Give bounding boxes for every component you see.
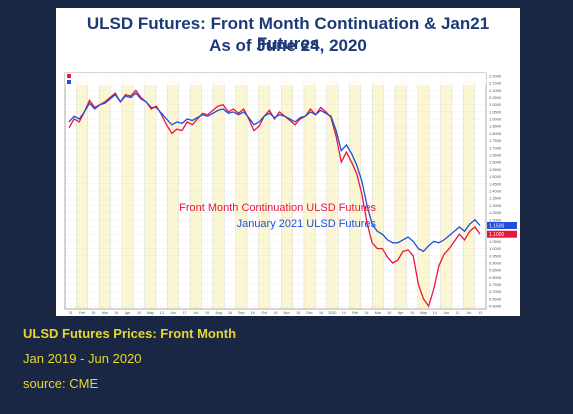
line-chart: 2.2000 2.1500 2.1000 2.0500 2.0000 1.9500 1.90… — [64, 72, 517, 315]
y-tick-label: 1.3000 — [489, 203, 502, 208]
front-month-last-value-tag: 1.1000 — [487, 230, 517, 238]
x-tick-label: Sep — [238, 311, 244, 315]
x-tick-label: Feb — [352, 311, 358, 315]
y-tick-label: 1.3500 — [489, 196, 502, 201]
x-tick-label: 11 — [456, 311, 460, 315]
y-tick-label: 1.8500 — [489, 124, 502, 129]
jan21-last-value-tag: 1.1500 — [487, 222, 517, 229]
stripe-band — [258, 73, 270, 309]
y-tick-label: 0.9500 — [489, 253, 502, 258]
x-tick-label: 16 — [387, 311, 391, 315]
caption-source: source: CME — [23, 376, 99, 391]
x-tick-label: 16 — [319, 311, 323, 315]
y-tick-label: 0.8000 — [489, 275, 502, 280]
x-tick-label: 17 — [182, 311, 186, 315]
y-tick-label: 1.0500 — [489, 239, 502, 244]
y-tick-label: 1.8000 — [489, 131, 502, 136]
y-tick-label: 1.5000 — [489, 174, 502, 179]
jan21-series-line — [68, 92, 481, 253]
x-tick-label: 14 — [342, 311, 346, 315]
stripe-band — [281, 73, 293, 309]
x-tick-label: 13 — [160, 311, 164, 315]
x-tick-label: 21 — [69, 311, 73, 315]
caption-date-range: Jan 2019 - Jun 2020 — [23, 351, 142, 366]
x-tick-label: 13 — [478, 311, 482, 315]
legend-label-front-month: Front Month Continuation ULSD Futures — [179, 202, 376, 214]
x-tick-label: 15 — [296, 311, 300, 315]
x-tick-label: Aug — [215, 311, 221, 315]
x-tick-label: 2020 — [328, 311, 336, 315]
y-tick-label: 1.9000 — [489, 117, 502, 122]
chart-subtitle: As of June 24, 2020 — [209, 36, 367, 55]
x-tick-label: 14 — [365, 311, 369, 315]
x-tick-label: May — [147, 311, 154, 315]
y-tick-label: 1.4000 — [489, 189, 502, 194]
x-tick-label: Jul — [467, 311, 472, 315]
chart-title: ULSD Futures: Front Month Continuation &… — [86, 14, 490, 53]
y-tick-label: 2.1500 — [489, 81, 502, 86]
x-tick-label: Jun — [443, 311, 449, 315]
y-tick-label: 1.6000 — [489, 160, 502, 165]
front-month-series-line — [68, 89, 481, 308]
x-tick-label: 15 — [274, 311, 278, 315]
x-tick-label: Apr — [398, 311, 404, 315]
y-tick-label: 0.6000 — [489, 304, 502, 309]
y-tick-label: 1.7500 — [489, 138, 502, 143]
x-tick-label: 14 — [433, 311, 437, 315]
x-axis-ticks: 21 Feb 15 Mar 15 Apr 15 May 13 Jun 17 Jul 15 Aug 16 Sep… — [69, 311, 483, 315]
stripe-band — [394, 73, 407, 309]
x-tick-label: 16 — [251, 311, 255, 315]
y-tick-label: 1.7000 — [489, 145, 502, 150]
stripe-band — [212, 73, 225, 309]
y-tick-label: 1.5500 — [489, 167, 502, 172]
stripe-band — [144, 73, 157, 309]
stripe-band — [326, 73, 339, 309]
y-tick-label: 2.2000 — [489, 73, 502, 78]
x-tick-label: 15 — [91, 311, 95, 315]
y-tick-label: 2.1000 — [489, 88, 502, 93]
x-tick-label: Oct — [261, 311, 267, 315]
x-tick-label: Feb — [79, 311, 85, 315]
y-tick-label: 1.6500 — [489, 153, 502, 158]
stripe-band — [463, 73, 475, 309]
y-tick-label: 1.0000 — [489, 246, 502, 251]
y-tick-label: 0.8500 — [489, 268, 502, 273]
stripe-band — [99, 73, 111, 309]
x-tick-label: 15 — [205, 311, 209, 315]
x-tick-label: Mar — [375, 311, 382, 315]
x-tick-label: 15 — [410, 311, 414, 315]
y-tick-label: 1.9500 — [489, 109, 502, 114]
x-tick-label: May — [420, 311, 427, 315]
x-tick-label: 16 — [228, 311, 232, 315]
y-tick-label: 1.4500 — [489, 181, 502, 186]
x-tick-label: Dec — [306, 311, 313, 315]
y-tick-label: 0.6500 — [489, 296, 502, 301]
x-tick-label: 15 — [137, 311, 141, 315]
x-tick-label: Jul — [194, 311, 199, 315]
y-tick-label: 1.2500 — [489, 210, 502, 215]
y-axis-ticks: 2.2000 2.1500 2.1000 2.0500 2.0000 1.9500 1.90… — [489, 73, 502, 308]
y-tick-label: 0.7500 — [489, 282, 502, 287]
legend-label-jan21: January 2021 ULSD Futures — [237, 218, 377, 230]
x-tick-label: Mar — [102, 311, 109, 315]
x-tick-label: 15 — [114, 311, 118, 315]
stripe-band — [76, 73, 88, 309]
stripe-band — [440, 73, 452, 309]
x-tick-label: Apr — [125, 311, 131, 315]
y-tick-label: 0.7000 — [489, 289, 502, 294]
y-tick-label: 2.0500 — [489, 95, 502, 100]
x-tick-label: Nov — [284, 311, 291, 315]
legend-header-strip — [65, 73, 486, 85]
svg-text:1.1500: 1.1500 — [489, 223, 505, 229]
y-tick-label: 2.0000 — [489, 102, 502, 107]
x-tick-label: Jun — [170, 311, 176, 315]
y-tick-label: 1.2000 — [489, 217, 502, 222]
caption-title: ULSD Futures Prices: Front Month — [23, 326, 237, 341]
svg-text:1.1000: 1.1000 — [489, 232, 505, 238]
y-tick-label: 0.9000 — [489, 260, 502, 265]
chart-panel: ULSD Futures: Front Month Continuation &… — [56, 8, 520, 316]
